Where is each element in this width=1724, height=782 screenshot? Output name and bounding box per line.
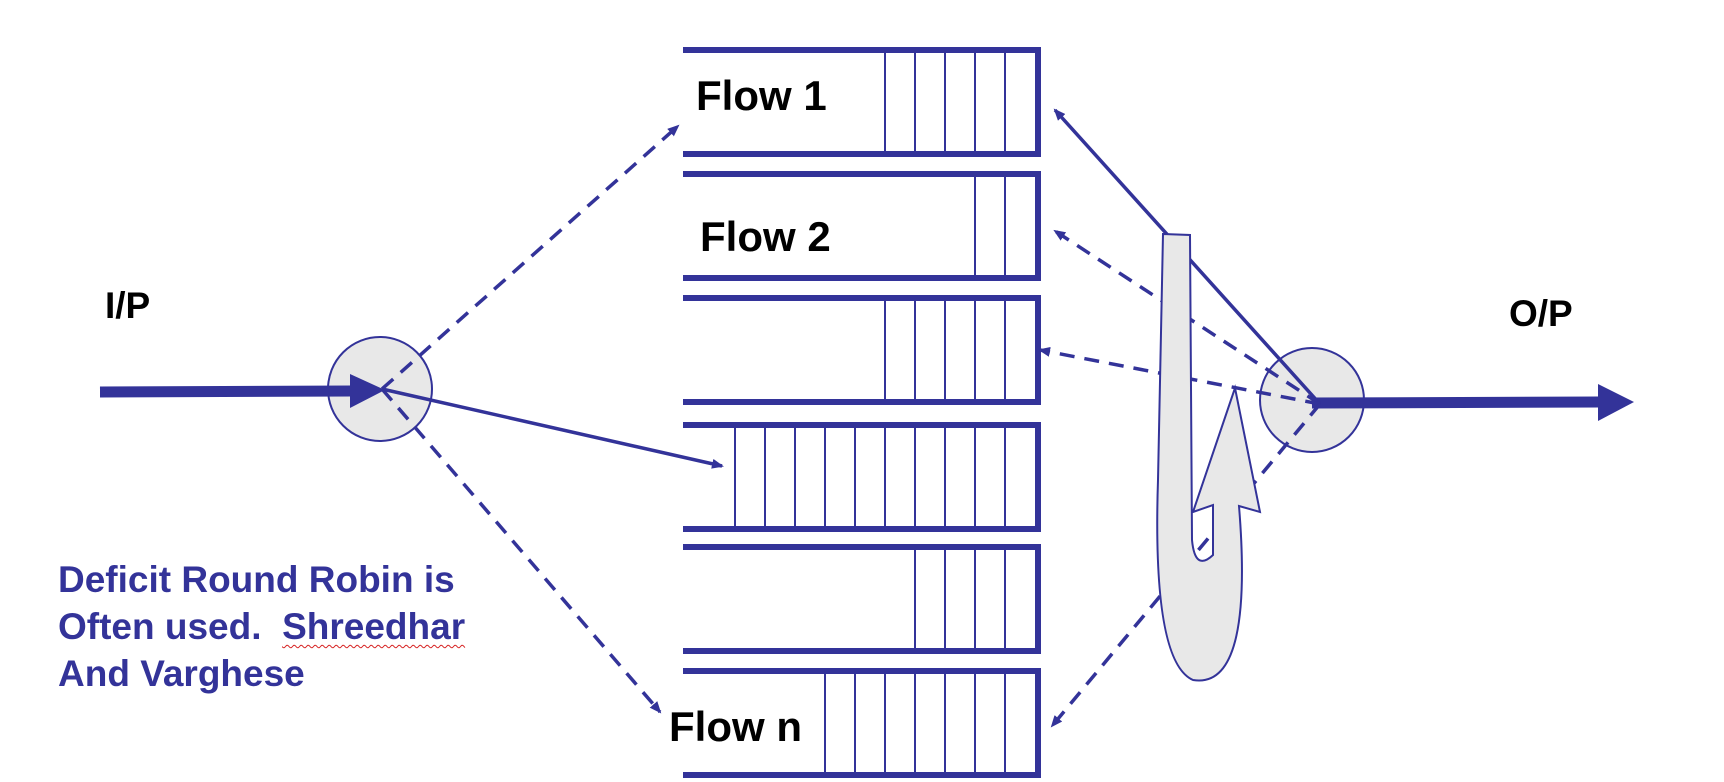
queue-1 <box>683 47 1041 157</box>
queue-3 <box>683 295 1041 405</box>
dispatch-arrow-active <box>381 387 724 469</box>
queue-6 <box>683 668 1041 778</box>
note-line-2: Often used. Shreedhar <box>58 603 518 650</box>
note-line-3: And Varghese <box>58 653 305 694</box>
flow2-label: Flow 2 <box>700 213 831 260</box>
note-line-2a: Often used. <box>58 606 283 647</box>
dispatch-arrow-flown <box>380 387 662 714</box>
note-line-1: Deficit Round Robin is <box>58 559 455 600</box>
queue-4 <box>683 422 1041 532</box>
note-author-shreedhar: Shreedhar <box>282 606 466 647</box>
flown-label: Flow n <box>669 703 802 750</box>
input-arrow <box>99 374 385 408</box>
output-arrow <box>1311 384 1634 421</box>
dispatch-arrow-flow1 <box>380 124 680 391</box>
output-label: O/P <box>1509 293 1573 334</box>
flow1-label: Flow 1 <box>696 72 827 119</box>
scan-arrow-flow3 <box>1038 346 1321 406</box>
round-robin-circular-arrow <box>1156 232 1262 682</box>
input-label: I/P <box>105 285 150 326</box>
queue-2 <box>683 171 1041 281</box>
queue-5 <box>683 544 1041 654</box>
queue-stack <box>683 47 1041 778</box>
drr-note: Deficit Round Robin is Often used. Shree… <box>58 556 518 697</box>
